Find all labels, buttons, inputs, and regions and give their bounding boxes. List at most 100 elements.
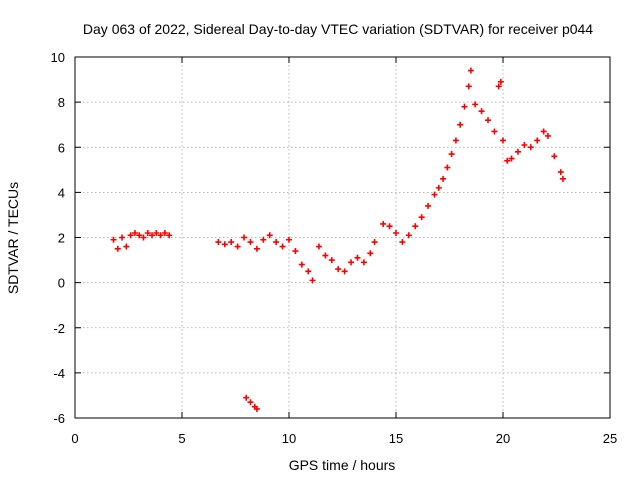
data-point [157, 232, 164, 239]
data-point [161, 229, 168, 236]
y-tick-label: 6 [58, 140, 65, 155]
data-point [435, 184, 442, 191]
x-tick-label: 5 [178, 431, 185, 446]
data-point [123, 243, 130, 250]
data-point [504, 157, 511, 164]
data-point [514, 148, 521, 155]
data-point [485, 117, 492, 124]
y-tick-label: 0 [58, 276, 65, 291]
data-point [354, 254, 361, 261]
data-point [247, 239, 254, 246]
data-point [448, 151, 455, 158]
data-point [114, 245, 121, 252]
data-point [508, 155, 515, 162]
data-point [241, 234, 248, 241]
data-point [465, 83, 472, 90]
chart-title: Day 063 of 2022, Sidereal Day-to-day VTE… [83, 21, 593, 37]
data-point [380, 220, 387, 227]
data-point [279, 243, 286, 250]
data-point [544, 132, 551, 139]
data-point [444, 164, 451, 171]
y-tick-label: -4 [53, 366, 65, 381]
x-tick-label: 0 [71, 431, 78, 446]
data-point [131, 229, 138, 236]
y-tick-label: -2 [53, 321, 65, 336]
data-point [328, 257, 335, 264]
data-point [386, 223, 393, 230]
y-tick-label: 8 [58, 95, 65, 110]
y-tick-label: 4 [58, 185, 65, 200]
data-point [497, 78, 504, 85]
data-point [322, 252, 329, 259]
x-tick-label: 10 [282, 431, 296, 446]
data-point [136, 232, 143, 239]
data-point [140, 234, 147, 241]
data-point [478, 108, 485, 115]
data-point [472, 101, 479, 108]
data-point [215, 239, 222, 246]
data-point [221, 241, 228, 248]
data-point [399, 239, 406, 246]
data-point [309, 277, 316, 284]
data-point [335, 266, 342, 273]
data-point [292, 248, 299, 255]
data-point [557, 169, 564, 176]
y-axis-label: SDTVAR / TECUs [5, 182, 21, 294]
data-point [144, 229, 151, 236]
data-point [243, 394, 250, 401]
data-point [228, 239, 235, 246]
data-point [367, 250, 374, 257]
data-point [551, 153, 558, 160]
data-point [457, 121, 464, 128]
data-point [266, 232, 273, 239]
data-point [119, 234, 126, 241]
x-tick-label: 20 [496, 431, 510, 446]
data-point [286, 236, 292, 243]
x-axis-label: GPS time / hours [289, 457, 396, 473]
data-point [234, 243, 241, 250]
data-points [110, 67, 566, 412]
data-point [315, 243, 322, 250]
data-point [461, 103, 468, 110]
data-point [298, 261, 305, 268]
data-point [431, 191, 438, 198]
data-point [559, 175, 566, 182]
y-tick-label: 10 [51, 50, 65, 65]
data-point [360, 259, 367, 266]
data-point [440, 175, 447, 182]
data-point [260, 236, 267, 243]
data-point [247, 399, 254, 406]
data-point [425, 202, 432, 209]
grid-layer [75, 57, 610, 418]
data-point [534, 137, 541, 144]
y-tick-label: 2 [58, 231, 65, 246]
data-point [527, 144, 534, 151]
data-point [500, 137, 506, 144]
data-point [253, 405, 260, 412]
x-tick-label: 25 [603, 431, 617, 446]
y-tick-label: -6 [53, 411, 65, 426]
data-point [467, 67, 474, 74]
x-tick-label: 15 [389, 431, 403, 446]
data-point [273, 239, 280, 246]
data-point [452, 137, 459, 144]
data-point [371, 239, 378, 246]
tick-layer: 0 5 10 15 20 25 -6 -4 -2 0 2 4 6 8 10 [51, 50, 618, 446]
data-point [491, 128, 498, 135]
data-point [110, 236, 117, 243]
data-point [341, 268, 348, 275]
data-point [495, 83, 502, 90]
data-point [412, 223, 419, 230]
data-point [166, 232, 173, 239]
data-point [405, 232, 412, 239]
data-point [540, 128, 547, 135]
data-point [521, 141, 528, 148]
data-point [393, 229, 399, 236]
data-point [305, 268, 312, 275]
data-point [418, 214, 425, 221]
data-point [149, 232, 156, 239]
data-point [348, 259, 355, 266]
data-point [153, 229, 160, 236]
data-point [127, 232, 134, 239]
